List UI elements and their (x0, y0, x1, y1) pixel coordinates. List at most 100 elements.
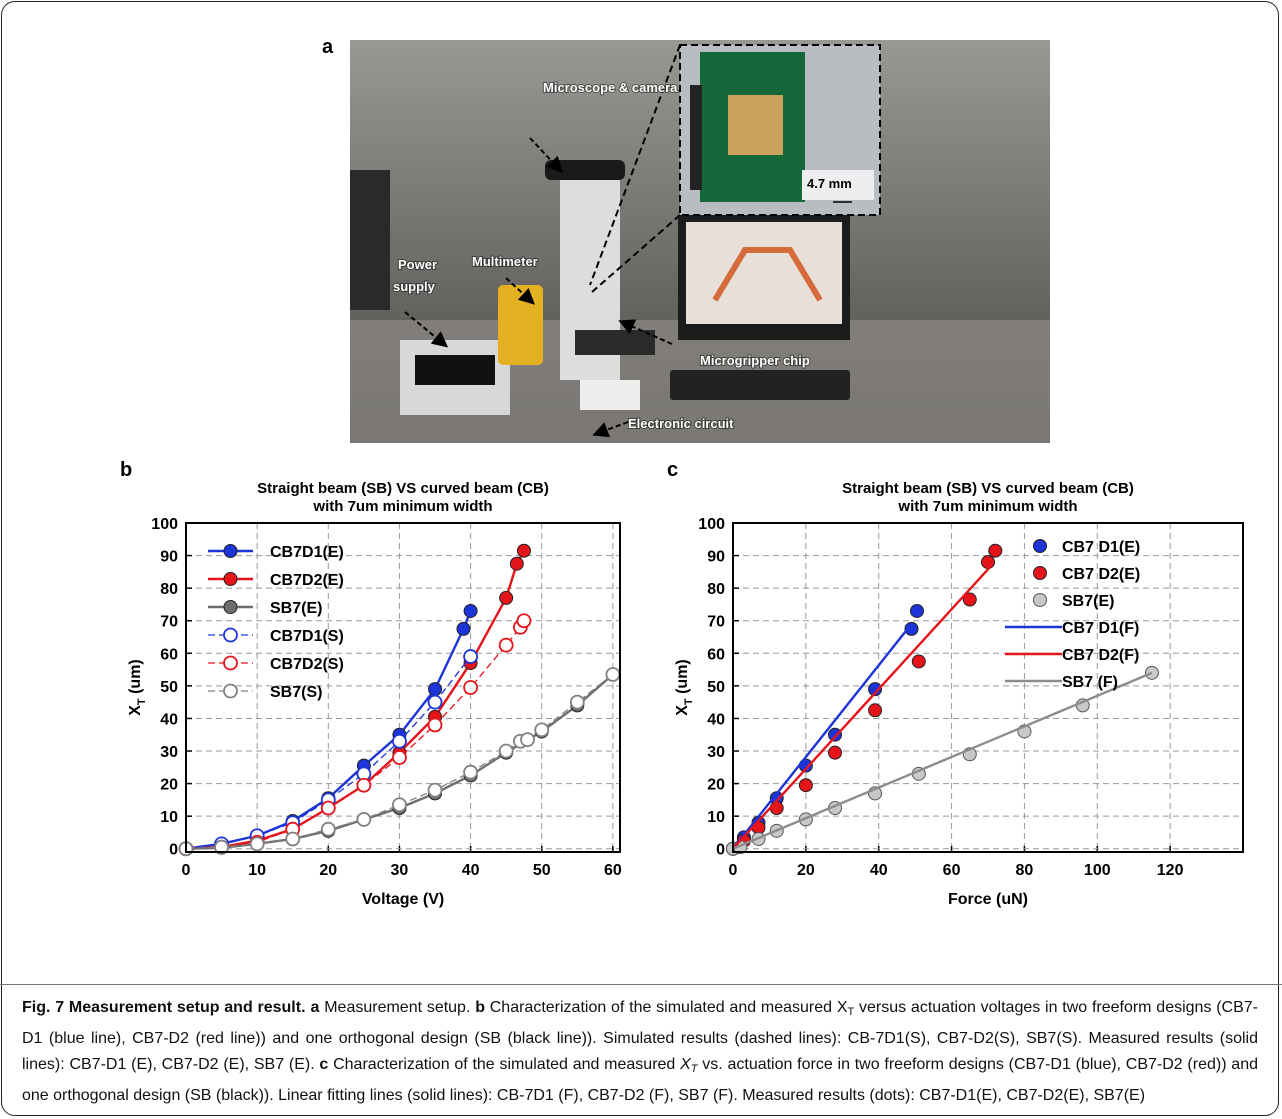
legend: CB7D1(E) CB7D2(E) SB7(E) CB7D1(S) CB7D2(S) SB… (208, 544, 344, 701)
chart: b Straight beam (SB) VS curved beam (CB)w… (120, 459, 622, 908)
panel-label: a (322, 36, 334, 58)
power-supply-display (415, 355, 495, 385)
caption-run: a (310, 999, 320, 1016)
y-tick-label: 90 (160, 549, 178, 566)
series-line (185, 610, 472, 850)
arrow (529, 137, 563, 173)
marker (909, 603, 924, 618)
y-label-sub: T (683, 698, 695, 705)
marker (223, 572, 238, 586)
caption-run: T (847, 1006, 855, 1018)
photo-label: Microscope & camera (543, 80, 678, 95)
marker (428, 682, 443, 697)
inset-guide (591, 214, 681, 293)
legend-label: CB7D2(E) (270, 572, 344, 589)
marker (223, 627, 238, 643)
legend-label: CB7 D1(E) (1062, 539, 1140, 556)
marker (392, 733, 407, 749)
marker (498, 743, 514, 759)
caption-run: versus actuation voltages in two freefor… (22, 999, 1258, 1073)
marker (981, 555, 995, 570)
marker (605, 667, 621, 682)
legend-label: CB7D1(S) (270, 628, 344, 645)
marker (223, 655, 238, 671)
chart-title: Straight beam (SB) VS curved beam (CB) (257, 480, 549, 497)
arrow (505, 277, 535, 305)
plot-area (733, 523, 1243, 852)
marker (1033, 539, 1047, 553)
inset-connector (690, 85, 702, 190)
x-axis-label: Force (uN) (948, 891, 1028, 908)
marker (828, 727, 842, 742)
figure: a Microscope & camera Power supply Multi… (120, 36, 1244, 908)
x-tick-label: 0 (182, 862, 191, 879)
x-tick-label: 20 (319, 862, 337, 879)
y-tick-label: 80 (707, 581, 725, 598)
y-label-sub: T (136, 698, 148, 705)
marker (463, 764, 478, 780)
marker (356, 812, 372, 827)
y-tick-label: 80 (160, 581, 178, 598)
plot-frame (732, 522, 1244, 853)
marker (463, 603, 478, 618)
screen-pattern (712, 247, 823, 302)
y-axis-label: XT (um) (127, 659, 148, 716)
photo-label: Power (398, 257, 437, 272)
y-tick-label: 50 (707, 679, 725, 696)
legend-label: CB7D1(E) (270, 544, 344, 561)
marker (911, 654, 926, 669)
marker (356, 777, 372, 793)
marker (214, 839, 229, 855)
microscope-stage (575, 330, 655, 355)
inset-scale-bg (802, 170, 874, 200)
y-label-main: X (127, 705, 144, 716)
marker (499, 590, 514, 605)
y-tick-label: 0 (716, 842, 725, 859)
marker (427, 717, 443, 733)
marker (828, 745, 842, 760)
cabinet (350, 170, 390, 310)
marker (427, 694, 443, 710)
marker (1033, 566, 1047, 580)
y-tick-label: 100 (698, 516, 725, 533)
arrows (404, 137, 673, 438)
x-tick-label: 120 (1157, 862, 1184, 879)
y-tick-label: 70 (707, 614, 725, 631)
y-tick-label: 0 (169, 842, 178, 859)
x-tick-label: 50 (533, 862, 551, 879)
y-tick-label: 90 (707, 549, 725, 566)
chart: c Straight beam (SB) VS curved beam (CB)w… (667, 459, 1244, 908)
y-tick-label: 30 (160, 744, 178, 761)
marker (798, 778, 813, 793)
marker (463, 649, 478, 664)
marker (516, 543, 531, 558)
x-tick-label: 80 (1016, 862, 1034, 879)
y-label-unit: (um) (674, 659, 691, 698)
y-tick-label: 60 (160, 646, 178, 663)
series-line (732, 623, 913, 850)
caption-run: b (475, 999, 485, 1016)
chart-title: Straight beam (SB) VS curved beam (CB) (842, 480, 1134, 497)
x-tick-label: 0 (729, 862, 738, 879)
microscope-base (580, 380, 640, 410)
photo: a Microscope & camera Power supply Multi… (322, 36, 1050, 443)
caption-run: X (680, 1056, 691, 1073)
y-tick-label: 70 (160, 614, 178, 631)
marker (962, 592, 977, 607)
marker (223, 600, 238, 614)
marker (868, 703, 883, 718)
legend-label: CB7 D1(F) (1062, 620, 1139, 637)
caption-run: vs. actuation force in two freeform desi… (22, 1056, 1259, 1104)
plot-frame (185, 522, 621, 853)
marker (569, 694, 585, 710)
y-tick-label: 10 (707, 809, 725, 826)
legend-label: CB7 D2(E) (1062, 566, 1140, 583)
marker (534, 722, 550, 738)
microscope-head (545, 160, 625, 180)
marker (392, 797, 407, 813)
caption: Fig. 7 Measurement setup and result. a Me… (0, 984, 1282, 1109)
x-tick-label: 40 (870, 862, 888, 879)
x-tick-label: 20 (797, 862, 815, 879)
y-tick-label: 20 (160, 777, 178, 794)
